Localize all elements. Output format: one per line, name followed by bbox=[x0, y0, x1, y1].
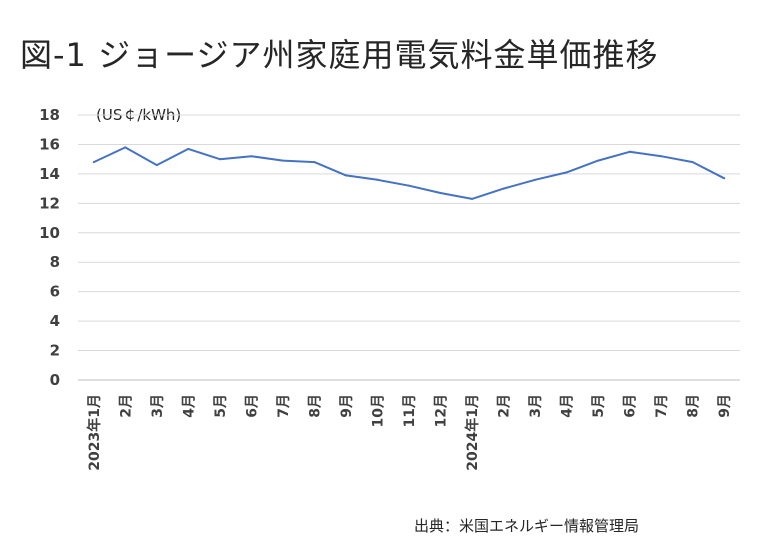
x-tick-label: 6月 bbox=[244, 394, 260, 418]
y-tick-label: 0 bbox=[50, 371, 60, 389]
x-tick-label: 5月 bbox=[591, 394, 607, 418]
x-tick-label: 2月 bbox=[118, 394, 134, 418]
gridlines bbox=[78, 114, 740, 381]
x-tick-label: 2月 bbox=[497, 394, 513, 418]
data-point bbox=[628, 150, 631, 153]
x-tick-label: 4月 bbox=[181, 394, 197, 418]
data-point bbox=[155, 164, 158, 167]
x-tick-label: 8月 bbox=[686, 394, 702, 418]
y-tick-label: 18 bbox=[39, 106, 60, 124]
data-point bbox=[534, 178, 537, 181]
data-point bbox=[471, 197, 474, 200]
x-tick-label: 10月 bbox=[370, 394, 386, 427]
data-point bbox=[281, 159, 284, 162]
x-tick-label: 2023年1月 bbox=[86, 394, 103, 471]
x-tick-label: 3月 bbox=[150, 394, 166, 418]
y-tick-label: 2 bbox=[50, 342, 60, 360]
x-tick-label: 5月 bbox=[213, 394, 229, 418]
data-point bbox=[502, 187, 505, 190]
x-tick-label: 6月 bbox=[623, 394, 639, 418]
data-point bbox=[691, 161, 694, 164]
x-tick-label: 9月 bbox=[717, 394, 733, 418]
x-tick-label: 8月 bbox=[307, 394, 323, 418]
y-tick-label: 14 bbox=[39, 165, 60, 183]
data-point bbox=[597, 159, 600, 162]
data-point bbox=[660, 155, 663, 158]
y-tick-label: 12 bbox=[39, 194, 60, 212]
x-tick-label: 3月 bbox=[528, 394, 544, 418]
x-axis-tick-labels: 2023年1月 2月 3月 4月 5月 6月 7月 8月 9月 10月 11月 12月 2024年1月 2… bbox=[86, 394, 733, 471]
chart-title: 図-1 ジョージア州家庭用電気料金単価推移 bbox=[20, 36, 659, 74]
y-tick-label: 4 bbox=[50, 312, 60, 330]
data-point bbox=[124, 146, 127, 149]
data-point bbox=[313, 161, 316, 164]
source-note: 出典：米国エネルギー情報管理局 bbox=[414, 517, 640, 535]
data-point bbox=[565, 171, 568, 174]
x-tick-label: 7月 bbox=[654, 394, 670, 418]
x-tick-label: 2024年1月 bbox=[464, 394, 481, 471]
series-line bbox=[93, 146, 725, 200]
x-tick-label: 7月 bbox=[276, 394, 292, 418]
y-axis-tick-labels: 0 2 4 6 8 10 12 14 16 18 bbox=[39, 106, 60, 389]
x-tick-label: 12月 bbox=[434, 394, 450, 427]
data-point bbox=[250, 155, 253, 158]
data-point bbox=[187, 147, 190, 150]
data-point bbox=[218, 158, 221, 161]
data-point bbox=[439, 192, 442, 195]
data-series bbox=[92, 146, 726, 200]
y-tick-label: 8 bbox=[50, 253, 60, 271]
y-tick-label: 6 bbox=[50, 283, 60, 301]
y-tick-label: 16 bbox=[39, 135, 60, 153]
data-point bbox=[723, 177, 726, 180]
y-tick-label: 10 bbox=[39, 224, 60, 242]
data-point bbox=[408, 184, 410, 187]
x-tick-label: 4月 bbox=[560, 394, 576, 418]
data-point bbox=[376, 178, 379, 181]
data-point bbox=[92, 161, 95, 164]
x-tick-label: 9月 bbox=[339, 394, 355, 418]
x-tick-label: 11月 bbox=[402, 394, 418, 427]
data-point bbox=[344, 174, 347, 177]
